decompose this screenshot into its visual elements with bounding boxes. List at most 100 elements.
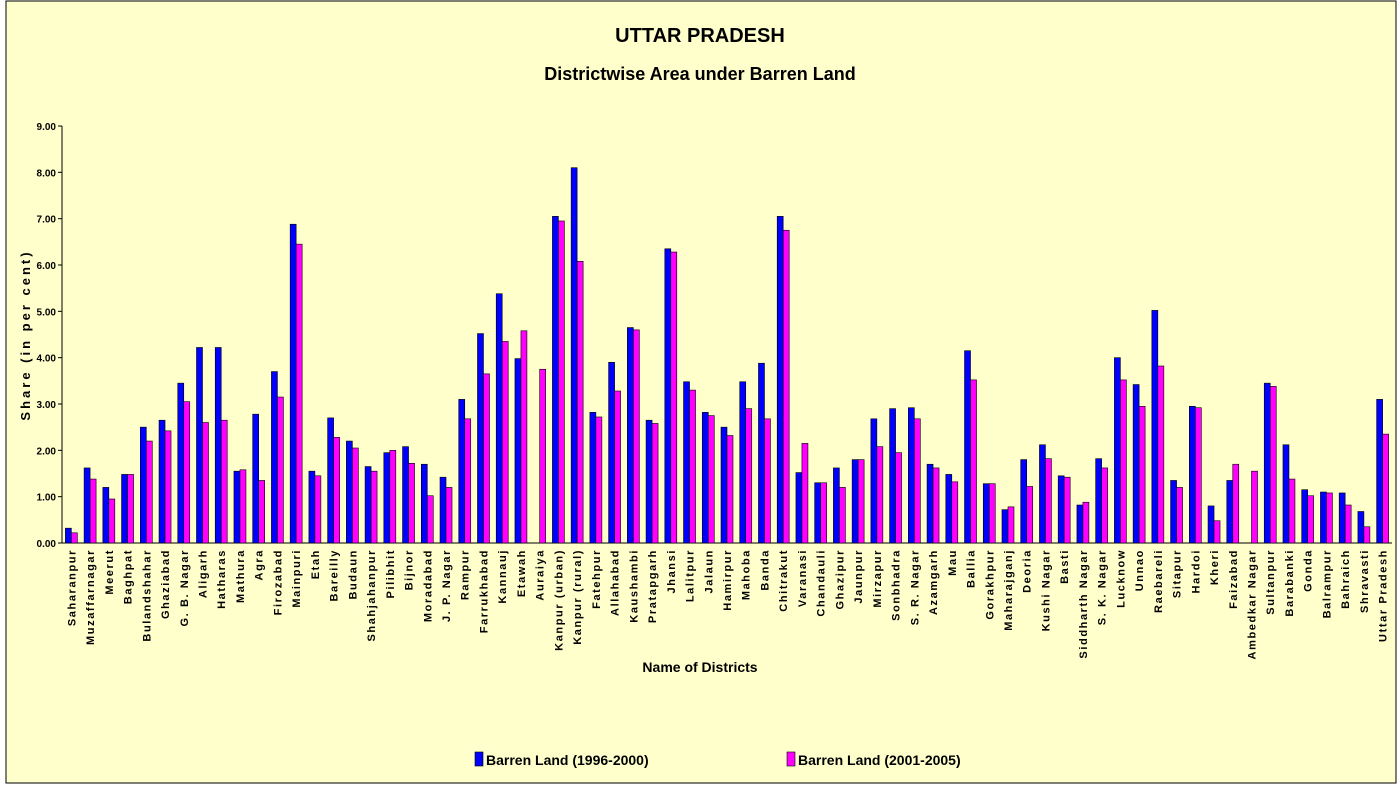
bar — [65, 527, 72, 544]
bar — [1057, 475, 1065, 544]
bar — [1026, 486, 1034, 544]
bar — [1101, 467, 1108, 544]
bar — [776, 216, 784, 544]
x-tick-label: Shravasti — [1359, 549, 1371, 613]
bar — [202, 422, 209, 544]
x-tick-label: Ballia — [966, 549, 978, 588]
x-tick-label: Saharanpur — [66, 549, 78, 626]
bar — [726, 435, 734, 544]
bar — [445, 487, 453, 544]
bar — [458, 399, 466, 544]
bar — [851, 459, 859, 544]
y-tick-label: 9.00 — [37, 122, 57, 133]
bar — [595, 416, 603, 544]
bar — [295, 243, 303, 544]
bar — [501, 341, 509, 544]
bar — [1232, 463, 1240, 544]
bar — [271, 371, 278, 544]
x-tick-label: Pilibhit — [385, 549, 397, 598]
bar — [258, 480, 265, 544]
bar — [1001, 509, 1009, 544]
bar — [552, 216, 559, 544]
bar — [71, 532, 78, 544]
x-tick-label: Unnao — [1134, 549, 1146, 591]
bar — [908, 407, 915, 544]
bar — [914, 418, 921, 544]
bar — [177, 382, 185, 544]
bar — [127, 474, 134, 544]
bar — [870, 418, 878, 544]
x-tick-label: Mainpuri — [291, 549, 303, 608]
x-tick-label: Bulandshahar — [141, 549, 153, 642]
x-tick-label: Meerut — [104, 549, 116, 595]
bar — [820, 482, 827, 544]
x-tick-label: Sitapur — [1172, 549, 1184, 598]
x-tick-label: Lalitpur — [685, 549, 697, 602]
bar — [439, 476, 447, 544]
x-tick-label: Varanasi — [797, 549, 809, 607]
bar — [614, 390, 621, 544]
bar — [1076, 504, 1084, 544]
legend-swatch — [786, 751, 796, 767]
bar — [346, 440, 353, 544]
bar — [83, 467, 91, 544]
bar — [1063, 476, 1071, 544]
bar — [139, 426, 147, 544]
x-axis-title: Name of Districts — [642, 659, 757, 675]
x-tick-label: Mahoba — [741, 549, 753, 600]
bar — [514, 358, 522, 544]
bar — [352, 447, 359, 544]
bar — [464, 418, 472, 544]
x-tick-label: Kheri — [1209, 549, 1221, 585]
bar — [477, 333, 484, 544]
y-tick-label: 5.00 — [37, 307, 57, 318]
bar — [833, 467, 840, 544]
bar — [764, 418, 771, 544]
bar — [645, 419, 653, 544]
chart-title: UTTAR PRADESH — [615, 25, 785, 47]
bar — [795, 472, 803, 544]
x-tick-label: S. R. Nagar — [909, 549, 921, 625]
bar — [689, 389, 696, 544]
x-tick-label: Azamgarh — [928, 549, 940, 615]
bar — [1207, 505, 1215, 544]
x-tick-label: Sonbhadra — [891, 549, 903, 621]
x-tick-label: Siddharth Nagar — [1078, 549, 1090, 659]
x-tick-label: Mirzapur — [872, 549, 884, 608]
bar — [426, 495, 434, 544]
bar — [932, 467, 940, 544]
bar — [839, 487, 846, 544]
bar — [670, 251, 678, 544]
bar — [158, 419, 166, 544]
legend-label: Barren Land (1996-2000) — [486, 752, 649, 768]
bar — [214, 347, 222, 544]
bar — [745, 408, 753, 544]
x-tick-label: Lucknow — [1115, 549, 1127, 608]
bar — [420, 463, 428, 544]
x-tick-label: Kaushambi — [628, 549, 640, 623]
bar — [1344, 504, 1352, 544]
x-tick-label: Ghazipur — [834, 549, 846, 609]
x-tick-label: Mathura — [235, 549, 247, 603]
y-tick-label: 6.00 — [37, 261, 57, 272]
bar — [520, 330, 528, 544]
bar — [89, 478, 97, 544]
bar — [1326, 492, 1333, 544]
bar — [1189, 406, 1196, 544]
bar — [701, 412, 709, 544]
x-tick-label: Mau — [947, 549, 959, 576]
bar — [1132, 384, 1140, 544]
bar — [683, 381, 690, 544]
x-tick-label: Ghaziabad — [160, 549, 172, 619]
bar — [495, 293, 503, 544]
x-tick-label: Moradabad — [422, 549, 434, 622]
bar — [1151, 310, 1159, 544]
legend-swatch — [474, 751, 484, 767]
bar — [1020, 459, 1028, 544]
bar — [252, 413, 259, 544]
bar — [1376, 399, 1383, 544]
x-tick-label: Etawah — [516, 549, 528, 597]
x-tick-label: Deoria — [1022, 549, 1034, 593]
x-tick-label: Gonda — [1303, 549, 1315, 592]
